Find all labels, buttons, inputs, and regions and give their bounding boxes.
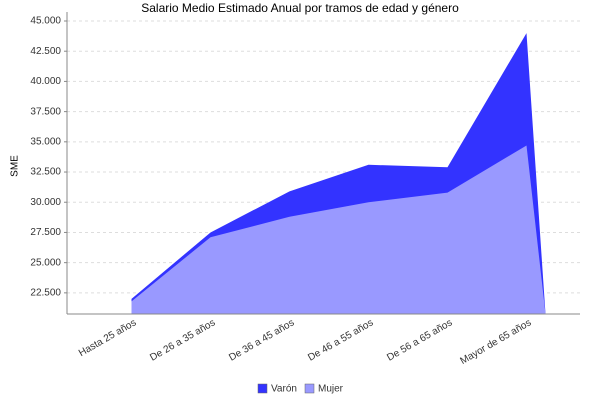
chart-title: Salario Medio Estimado Anual por tramos … — [141, 1, 459, 15]
y-axis-label: SME — [10, 155, 21, 177]
legend-label: Varón — [271, 384, 297, 395]
legend-swatch — [304, 383, 315, 394]
x-tick-label: Hasta 25 años — [77, 317, 138, 359]
x-tick-label: De 26 a 35 años — [148, 317, 217, 363]
y-tick-label: 32.500 — [30, 167, 61, 178]
x-tick-label: Mayor de 65 años — [458, 317, 533, 367]
y-tick-label: 35.000 — [30, 136, 61, 147]
y-tick-label: 40.000 — [30, 76, 61, 87]
y-tick-label: 45.000 — [30, 16, 61, 27]
legend-swatch — [257, 383, 268, 394]
y-tick-label: 27.500 — [30, 227, 61, 238]
legend-label: Mujer — [318, 384, 344, 395]
x-tick-label: De 46 a 55 años — [306, 317, 375, 363]
y-tick-label: 25.000 — [30, 257, 61, 268]
y-tick-label: 30.000 — [30, 197, 61, 208]
y-tick-label: 37.500 — [30, 106, 61, 117]
y-tick-label: 42.500 — [30, 46, 61, 57]
area — [131, 145, 546, 314]
x-tick-label: De 56 a 65 años — [385, 317, 454, 363]
y-tick-label: 22.500 — [30, 287, 61, 298]
x-tick-label: De 36 a 45 años — [227, 317, 296, 363]
